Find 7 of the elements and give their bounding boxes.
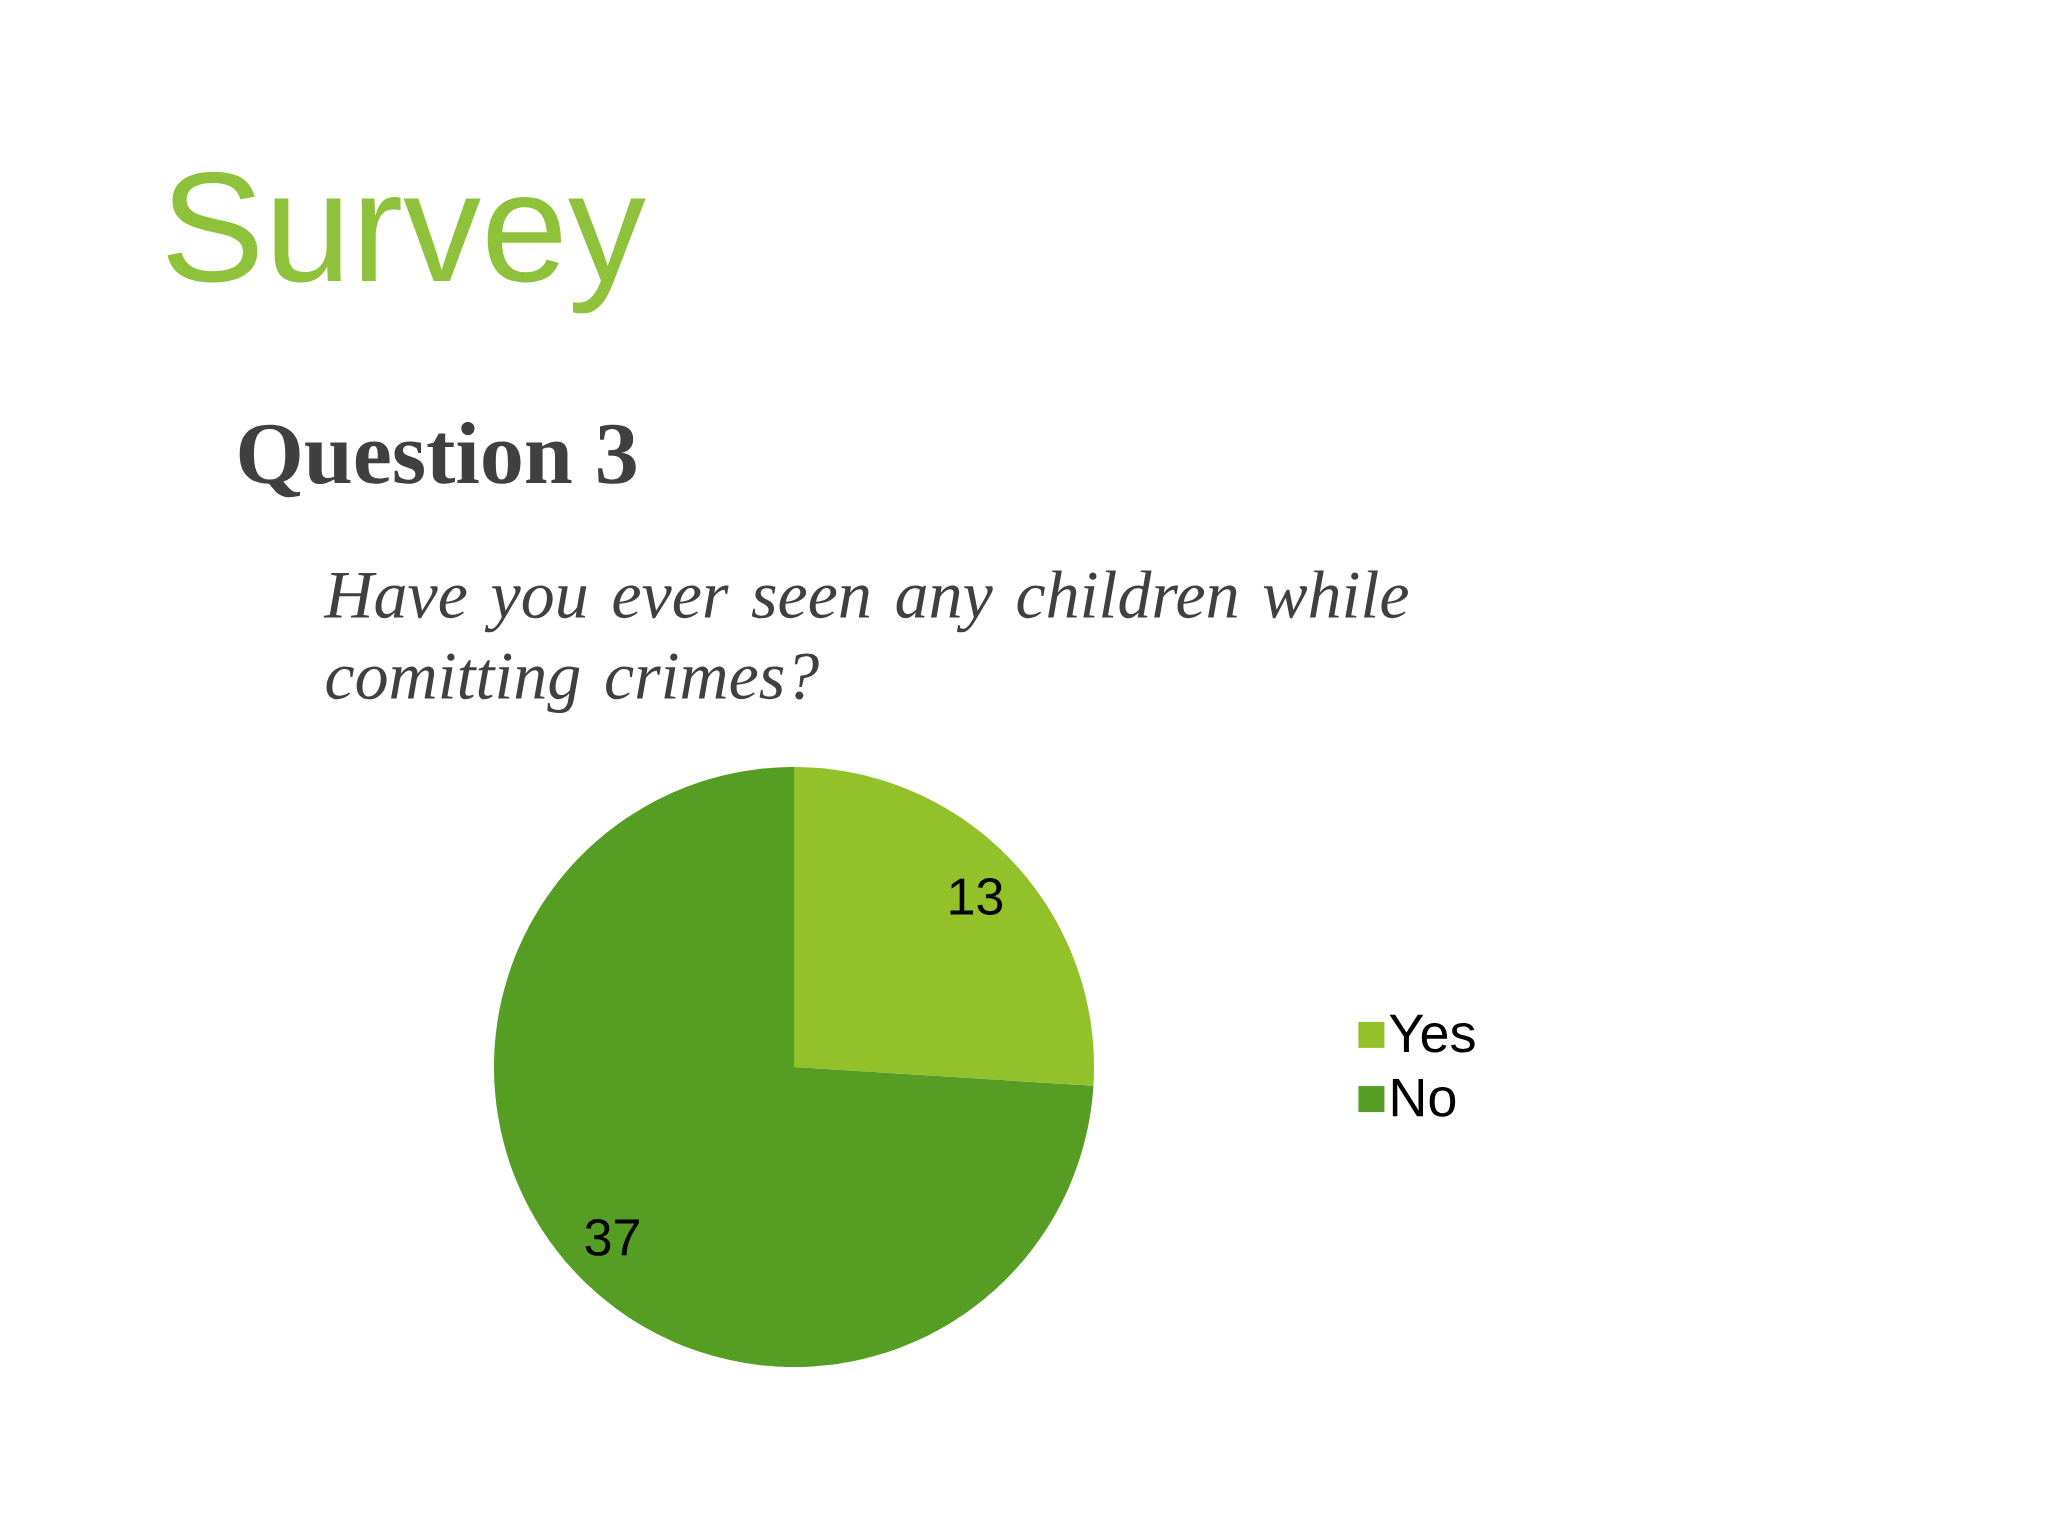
chart-subtitle: Question 3 <box>239 421 636 498</box>
legend-label: No <box>1392 1078 1456 1117</box>
chart-title: Survey <box>167 172 646 314</box>
data-label: 13 <box>950 878 1003 915</box>
text: Have you ever seen any children while comitting crimes? <box>323 570 1409 714</box>
data-label: 37 <box>585 1219 639 1256</box>
legend-label: Yes <box>1389 1014 1475 1053</box>
